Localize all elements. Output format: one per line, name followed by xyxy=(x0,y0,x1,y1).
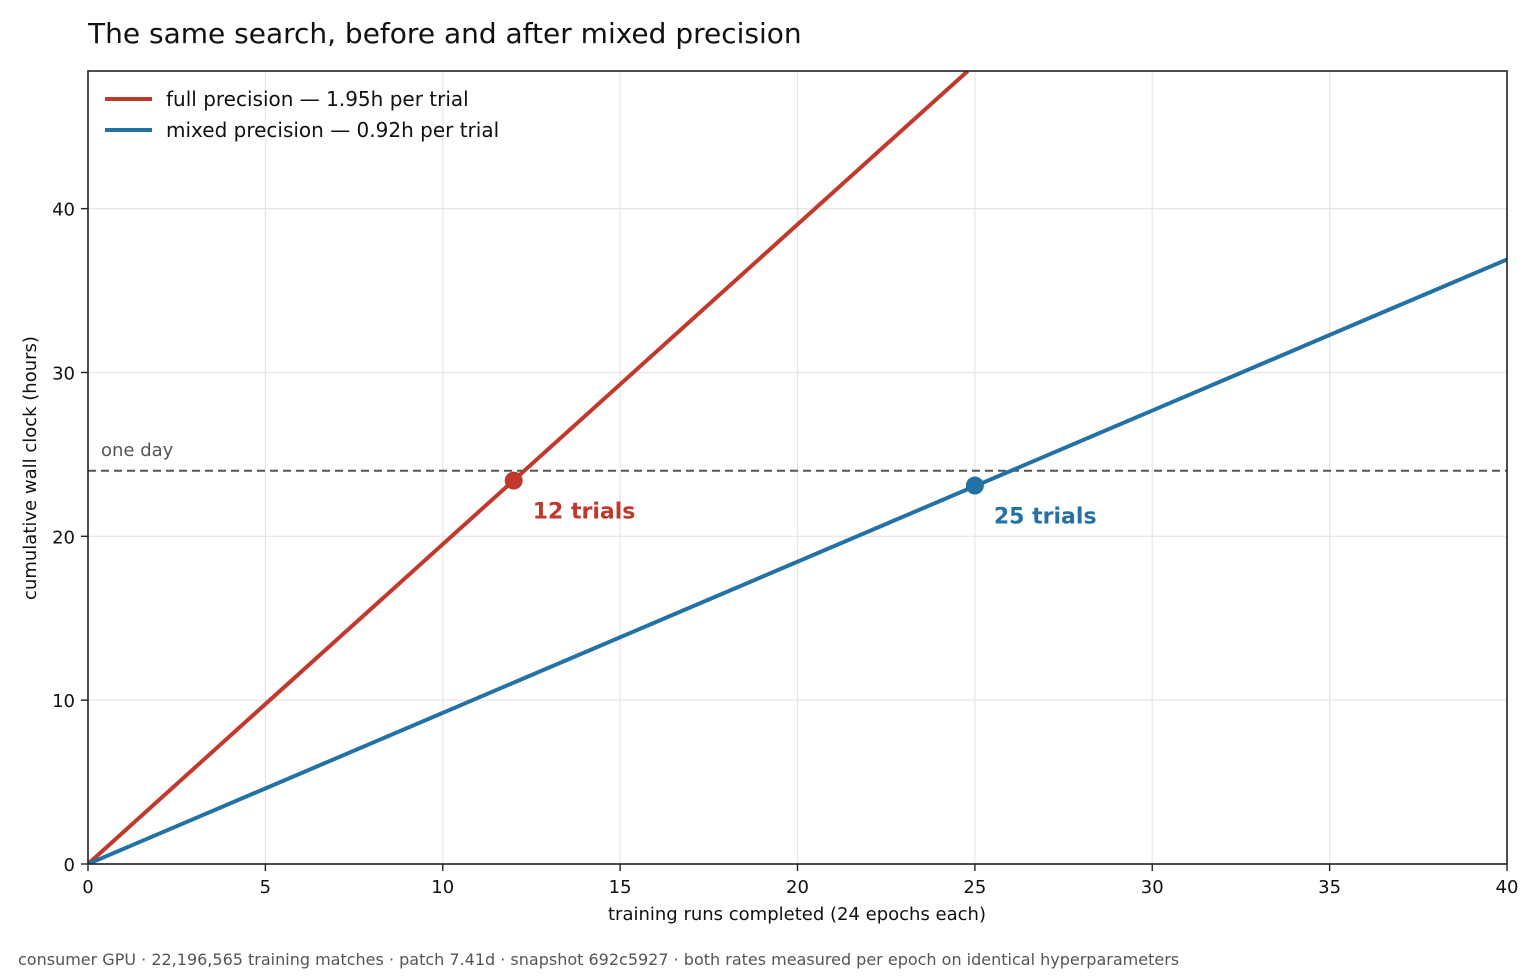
y-tick-label: 40 xyxy=(52,200,75,221)
series-line-1 xyxy=(88,257,1507,864)
legend-label-1: mixed precision — 0.92h per trial xyxy=(166,118,499,142)
plot-area: one day 12 trials 25 trials 0 5 10 15 20 25 30 35 4… xyxy=(52,70,1519,898)
x-tick-label: 15 xyxy=(609,877,632,898)
series-marker-0 xyxy=(504,471,523,490)
x-tick-label: 35 xyxy=(1318,877,1341,898)
x-tick-label: 5 xyxy=(260,877,271,898)
x-tick-label: 25 xyxy=(963,877,986,898)
series-annotation-1: 25 trials xyxy=(994,505,1097,530)
x-tick-label: 0 xyxy=(82,877,93,898)
x-tick-label: 40 xyxy=(1496,877,1519,898)
chart-title: The same search, before and after mixed … xyxy=(87,17,802,50)
x-tick-label: 20 xyxy=(786,877,809,898)
x-tick-label: 30 xyxy=(1141,877,1164,898)
y-tick-label: 10 xyxy=(52,691,75,712)
x-tick-label: 10 xyxy=(431,877,454,898)
x-axis-label: training runs completed (24 epochs each) xyxy=(608,904,986,925)
y-axis-label: cumulative wall clock (hours) xyxy=(20,336,41,600)
legend: full precision — 1.95h per trial mixed pr… xyxy=(105,87,499,142)
y-tick-label: 0 xyxy=(64,855,75,876)
reference-line-label: one day xyxy=(101,440,174,461)
footer-note: consumer GPU · 22,196,565 training match… xyxy=(18,950,1179,969)
y-tick-label: 30 xyxy=(52,363,75,384)
series-annotation-0: 12 trials xyxy=(533,500,636,525)
y-tick-label: 20 xyxy=(52,527,75,548)
series-line-0 xyxy=(88,71,970,864)
series-marker-1 xyxy=(965,476,984,495)
series-lines xyxy=(88,71,1507,864)
legend-label-0: full precision — 1.95h per trial xyxy=(166,87,469,111)
